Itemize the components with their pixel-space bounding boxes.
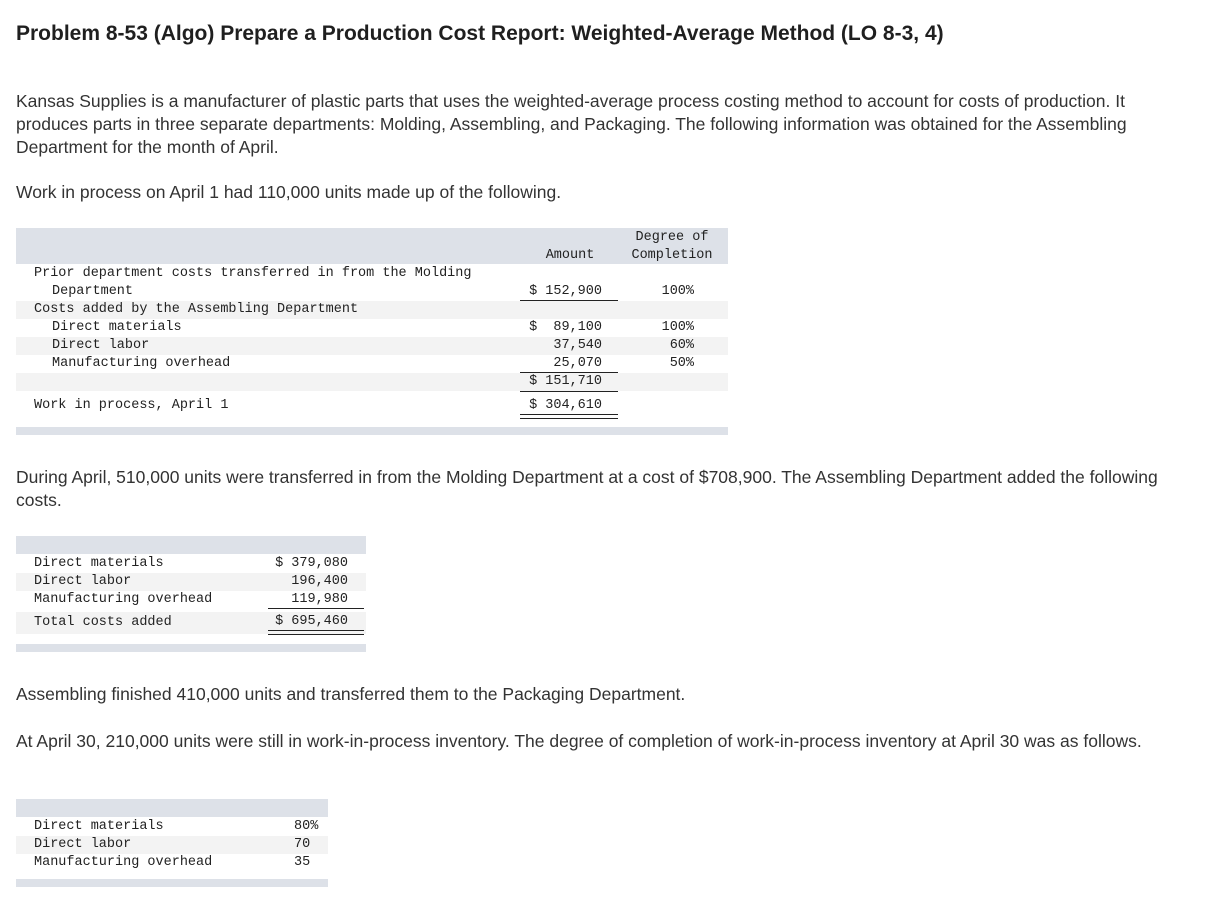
dm-label: Direct materials bbox=[52, 320, 182, 335]
dl-pct: 70 bbox=[294, 837, 311, 852]
dl-degree: 60% bbox=[669, 338, 694, 353]
dl-label: Direct labor bbox=[34, 574, 132, 589]
prior-amount-underline bbox=[520, 300, 618, 301]
dl-amount: 196,400 bbox=[291, 574, 348, 589]
degree-header-line1: Degree of bbox=[635, 230, 709, 245]
finished-paragraph: Assembling finished 410,000 units and tr… bbox=[16, 684, 686, 704]
april30-paragraph: At April 30, 210,000 units were still in… bbox=[16, 731, 1142, 751]
moh-degree: 50% bbox=[669, 356, 694, 371]
dl-label: Direct labor bbox=[34, 837, 132, 852]
dm-degree: 100% bbox=[661, 320, 694, 335]
wip-total-amount: $ 304,610 bbox=[529, 398, 602, 413]
prior-dept-label-line1: Prior department costs transferred in fr… bbox=[34, 266, 472, 281]
dl-amount: 37,540 bbox=[553, 338, 602, 353]
row-stripe bbox=[16, 373, 728, 391]
april-costs-paragraph: During April, 510,000 units were transfe… bbox=[16, 467, 1158, 510]
costs-added-subtotal: $ 151,710 bbox=[529, 374, 602, 389]
amount-header: Amount bbox=[545, 248, 595, 263]
row-stripe bbox=[16, 573, 366, 591]
dm-label: Direct materials bbox=[34, 819, 164, 834]
wip-intro-paragraph: Work in process on April 1 had 110,000 u… bbox=[16, 182, 562, 202]
subtotal-underline bbox=[520, 391, 618, 392]
row-stripe bbox=[16, 612, 366, 634]
table-footer-band bbox=[16, 879, 328, 887]
table-footer-band bbox=[16, 427, 728, 435]
row-stripe bbox=[16, 836, 328, 854]
intro-paragraph: Kansas Supplies is a manufacturer of pla… bbox=[16, 91, 1127, 157]
total-label: Total costs added bbox=[34, 615, 172, 630]
moh-underline bbox=[520, 372, 618, 373]
wip-total-label: Work in process, April 1 bbox=[34, 398, 229, 413]
moh-pct: 35 bbox=[294, 855, 311, 870]
degree-header-line2: Completion bbox=[631, 248, 713, 263]
dm-pct: 80% bbox=[294, 819, 319, 834]
dl-label: Direct labor bbox=[52, 338, 150, 353]
row-stripe bbox=[16, 301, 728, 319]
total-double-underline bbox=[268, 630, 364, 635]
prior-dept-amount: $ 152,900 bbox=[529, 284, 602, 299]
prior-dept-label-line2: Department bbox=[52, 284, 134, 299]
wip-total-double-underline bbox=[520, 414, 618, 419]
table-footer-band bbox=[16, 644, 366, 652]
problem-title: Problem 8-53 (Algo) Prepare a Production… bbox=[16, 22, 944, 45]
costs-added-label: Costs added by the Assembling Department bbox=[34, 302, 359, 317]
table-header-band bbox=[16, 228, 728, 264]
row-stripe bbox=[16, 337, 728, 355]
moh-label: Manufacturing overhead bbox=[34, 855, 213, 870]
dm-amount: $ 379,080 bbox=[275, 556, 348, 571]
moh-amount: 119,980 bbox=[291, 592, 348, 607]
table-header-band bbox=[16, 536, 366, 554]
total-amount: $ 695,460 bbox=[275, 614, 348, 629]
moh-label: Manufacturing overhead bbox=[34, 592, 213, 607]
moh-label: Manufacturing overhead bbox=[52, 356, 231, 371]
moh-underline bbox=[268, 608, 364, 609]
moh-amount: 25,070 bbox=[553, 356, 602, 371]
prior-dept-degree: 100% bbox=[661, 284, 694, 299]
dm-label: Direct materials bbox=[34, 556, 164, 571]
dm-amount: $ 89,100 bbox=[529, 320, 602, 335]
table-header-band bbox=[16, 799, 328, 817]
